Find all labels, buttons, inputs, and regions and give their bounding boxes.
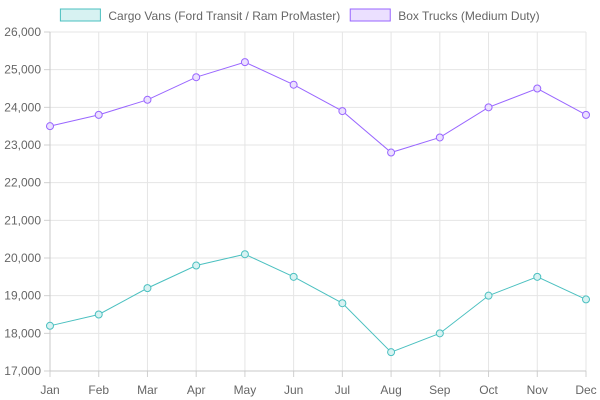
y-tick-label: 18,000 (4, 326, 41, 340)
grid-lines (49, 31, 587, 372)
data-point[interactable] (533, 272, 542, 281)
y-tick-label: 19,000 (4, 289, 41, 303)
y-tick-label: 23,000 (4, 138, 41, 152)
data-point[interactable] (192, 73, 201, 82)
legend-label-cargo-vans: Cargo Vans (Ford Transit / Ram ProMaster… (108, 9, 340, 23)
x-tick-label: Aug (380, 383, 401, 397)
series-lines (46, 58, 590, 357)
data-point[interactable] (435, 329, 444, 338)
data-point[interactable] (582, 110, 590, 119)
x-tick-label: Dec (575, 383, 596, 397)
data-point[interactable] (143, 284, 152, 293)
x-tick-label: Oct (479, 383, 498, 397)
data-point[interactable] (387, 148, 396, 157)
data-point[interactable] (94, 310, 103, 319)
y-tick-label: 25,000 (4, 63, 41, 77)
data-point[interactable] (94, 110, 103, 119)
x-tick-label: May (234, 383, 257, 397)
x-tick-label: Sep (429, 383, 451, 397)
y-tick-label: 26,000 (4, 25, 41, 39)
legend-item-cargo-vans[interactable]: Cargo Vans (Ford Transit / Ram ProMaster… (59, 8, 340, 23)
legend: Cargo Vans (Ford Transit / Ram ProMaster… (59, 8, 540, 23)
data-point[interactable] (46, 122, 54, 131)
series-line-0 (49, 253, 587, 353)
x-tick-label: Jun (284, 383, 303, 397)
data-point[interactable] (240, 58, 249, 67)
data-point[interactable] (289, 272, 298, 281)
x-tick-label: Jan (40, 383, 59, 397)
data-point[interactable] (240, 250, 249, 259)
axes (44, 31, 587, 377)
x-tick-label: Jul (335, 383, 350, 397)
x-tick-label: Apr (187, 383, 206, 397)
y-tick-label: 17,000 (4, 364, 41, 378)
x-tick-label: Mar (137, 383, 158, 397)
y-tick-label: 24,000 (4, 100, 41, 114)
data-point[interactable] (387, 348, 396, 357)
data-point[interactable] (192, 261, 201, 270)
data-point[interactable] (484, 291, 493, 300)
data-point[interactable] (484, 103, 493, 112)
data-point[interactable] (338, 107, 347, 116)
legend-swatch-cargo-vans (59, 8, 101, 22)
data-point[interactable] (143, 95, 152, 104)
data-point[interactable] (338, 299, 347, 308)
x-tick-label: Feb (88, 383, 109, 397)
x-tick-label: Nov (527, 383, 548, 397)
y-tick-label: 22,000 (4, 176, 41, 190)
data-point[interactable] (289, 80, 298, 89)
y-tick-label: 20,000 (4, 251, 41, 265)
legend-item-box-trucks[interactable]: Box Trucks (Medium Duty) (349, 8, 540, 23)
data-point[interactable] (46, 321, 54, 330)
legend-label-box-trucks: Box Trucks (Medium Duty) (398, 9, 539, 23)
data-point[interactable] (582, 295, 590, 304)
legend-swatch-box-trucks (349, 8, 391, 22)
y-tick-label: 21,000 (4, 213, 41, 227)
data-point[interactable] (533, 84, 542, 93)
data-point[interactable] (435, 133, 444, 142)
series-line-1 (49, 61, 587, 154)
tick-labels: 17,000 18,000 19,000 20,000 21,000 22,000 23,0… (4, 25, 596, 397)
